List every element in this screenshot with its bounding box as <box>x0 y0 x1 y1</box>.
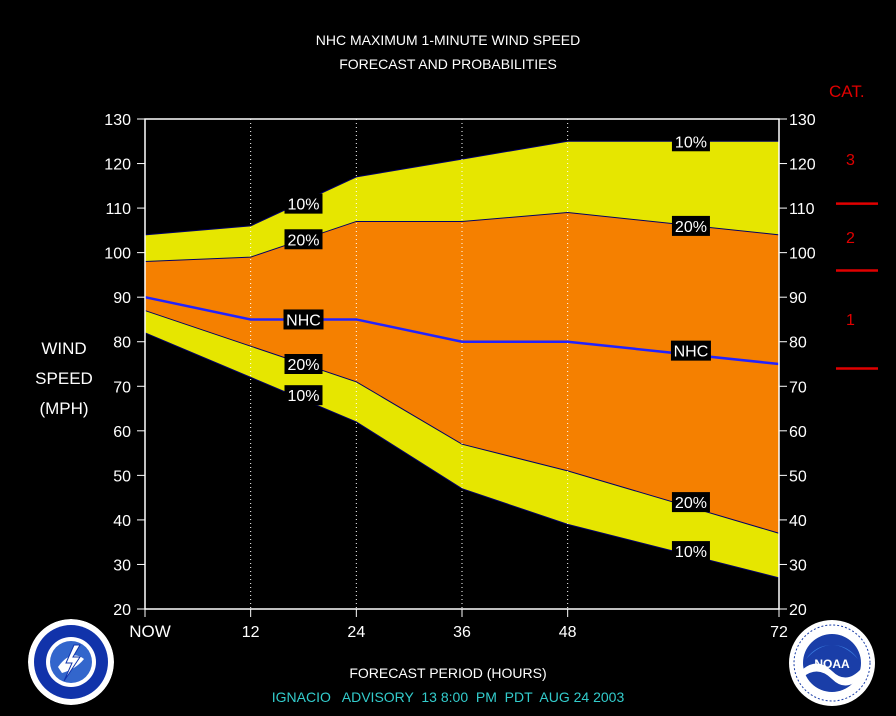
y-tick-label-right-30: 30 <box>789 557 807 574</box>
y-tick-label-left-130: 130 <box>104 112 131 129</box>
band-label-box-2 <box>283 309 324 330</box>
y-tick-label-left-120: 120 <box>104 157 131 174</box>
band-label-box-6 <box>671 215 710 236</box>
chart-title-line1: NHC MAXIMUM 1-MINUTE WIND SPEED <box>315 32 581 48</box>
y-tick-label-left-90: 90 <box>113 290 131 307</box>
x-tick-label-0: NOW <box>129 622 171 641</box>
band-label-8: 20% <box>675 495 707 512</box>
band-label-box-4 <box>284 385 323 406</box>
advisory-line: IGNACIO ADVISORY 13 8:00 PM PDT AUG 24 2… <box>271 689 625 705</box>
category-header: CAT. <box>829 82 865 101</box>
y-tick-label-right-60: 60 <box>789 424 807 441</box>
y-tick-label-left-40: 40 <box>113 513 131 530</box>
y-axis-label-line1: WIND <box>41 339 87 358</box>
y-tick-label-right-120: 120 <box>789 157 816 174</box>
y-tick-label-left-100: 100 <box>104 246 131 263</box>
x-tick-label-48: 48 <box>559 624 577 641</box>
category-label-2: 2 <box>846 230 855 247</box>
category-label-3: 3 <box>846 152 855 169</box>
x-tick-label-24: 24 <box>347 624 365 641</box>
y-axis-label-line3: (MPH) <box>39 399 89 418</box>
y-axis-label-line2: SPEED <box>35 369 93 388</box>
band-label-box-0 <box>284 193 323 214</box>
band-label-box-1 <box>284 229 323 250</box>
y-tick-label-left-20: 20 <box>113 602 131 619</box>
svg-text:NOAA: NOAA <box>814 657 850 671</box>
band-label-7: NHC <box>674 344 709 361</box>
y-tick-label-left-60: 60 <box>113 424 131 441</box>
y-tick-label-left-110: 110 <box>105 201 131 218</box>
y-tick-label-right-20: 20 <box>789 602 807 619</box>
y-tick-label-left-80: 80 <box>113 335 131 352</box>
band-label-1: 20% <box>287 232 319 249</box>
noaa-logo-icon: NOAA <box>789 620 875 706</box>
band-label-2: NHC <box>286 312 321 329</box>
x-axis-label: FORECAST PERIOD (HOURS) <box>349 665 547 681</box>
x-tick-label-36: 36 <box>453 624 471 641</box>
band-label-0: 10% <box>287 197 319 214</box>
nhc-forecast-line <box>144 295 780 366</box>
band-label-box-3 <box>284 354 323 374</box>
band-label-5: 10% <box>675 134 707 151</box>
y-tick-label-right-50: 50 <box>789 468 807 485</box>
y-tick-label-right-40: 40 <box>789 513 807 530</box>
y-tick-label-right-70: 70 <box>789 379 807 396</box>
x-tick-label-72: 72 <box>770 624 788 641</box>
y-tick-label-right-130: 130 <box>789 112 816 129</box>
y-tick-label-right-80: 80 <box>789 335 807 352</box>
band-label-box-7 <box>670 340 711 361</box>
band-label-box-9 <box>671 541 710 562</box>
y-tick-label-left-30: 30 <box>113 557 131 574</box>
band-label-9: 10% <box>675 544 707 561</box>
band-label-6: 20% <box>675 219 707 236</box>
band-label-box-8 <box>671 492 710 513</box>
y-tick-label-left-50: 50 <box>113 468 131 485</box>
y-tick-label-right-100: 100 <box>789 246 816 263</box>
chart-title-line2: FORECAST AND PROBABILITIES <box>339 56 557 72</box>
band-label-box-5 <box>671 131 710 152</box>
y-tick-label-right-90: 90 <box>789 290 807 307</box>
band-label-3: 20% <box>287 357 319 374</box>
band-label-4: 10% <box>287 388 319 405</box>
y-tick-label-left-70: 70 <box>113 379 131 396</box>
x-tick-label-12: 12 <box>242 624 260 641</box>
nws-logo-icon <box>28 619 114 705</box>
y-tick-label-right-110: 110 <box>789 201 815 218</box>
category-label-1: 1 <box>846 312 855 329</box>
